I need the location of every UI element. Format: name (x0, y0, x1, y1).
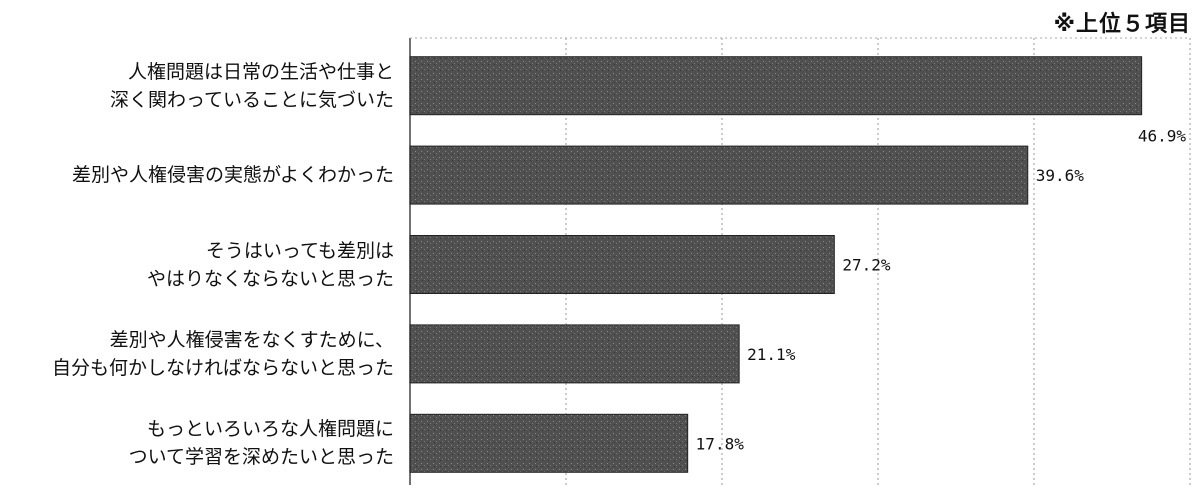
category-label-line: そうはいっても差別は (205, 239, 394, 262)
bar (409, 145, 1029, 205)
value-label: 46.9% (1138, 127, 1187, 146)
category-label-line: やはりなくならないと思った (146, 267, 394, 290)
category-label: もっといろいろな人権問題について学習を深めたいと思った (129, 415, 394, 471)
category-label: 差別や人権侵害をなくすために、自分も何かしなければならないと思った (52, 326, 394, 382)
bar (409, 235, 835, 294)
category-label-line: 差別や人権侵害をなくすために、 (109, 328, 394, 351)
category-label-line: 差別や人権侵害の実態がよくわかった (71, 164, 394, 187)
category-label: 人権問題は日常の生活や仕事と深く関わっていることに気づいた (110, 58, 394, 114)
category-label: 差別や人権侵害の実態がよくわかった (72, 161, 394, 189)
category-label: そうはいっても差別はやはりなくならないと思った (147, 237, 394, 293)
category-label-line: ついて学習を深めたいと思った (128, 446, 394, 469)
value-label: 21.1% (747, 345, 796, 364)
category-label-line: もっといろいろな人権問題に (146, 418, 394, 441)
category-label-line: 人権問題は日常の生活や仕事と (127, 60, 394, 83)
value-label: 27.2% (842, 256, 891, 275)
top5-note: ※上位５項目 (1053, 12, 1191, 37)
bar (409, 56, 1143, 116)
bar (409, 413, 689, 473)
value-label: 17.8% (696, 434, 745, 453)
bar (409, 324, 740, 384)
category-label-line: 深く関わっていることに気づいた (109, 88, 394, 111)
value-label: 39.6% (1036, 166, 1085, 185)
category-label-line: 自分も何かしなければならないと思った (51, 356, 394, 379)
